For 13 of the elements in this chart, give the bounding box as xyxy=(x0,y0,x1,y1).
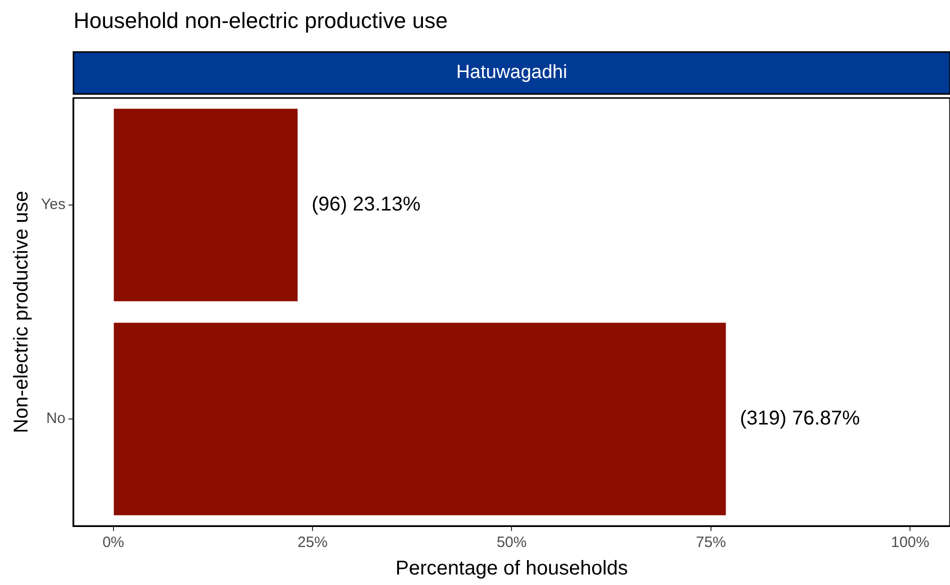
data-label: (96) 23.13% xyxy=(312,194,421,216)
data-label: (319) 76.87% xyxy=(740,408,860,430)
x-tick-label: 50% xyxy=(496,534,527,552)
chart-title: Household non-electric productive use xyxy=(73,8,448,34)
x-tick-label: 100% xyxy=(890,534,930,552)
x-tick-label: 0% xyxy=(102,534,124,552)
x-tick-label: 25% xyxy=(298,534,328,552)
x-axis-title: Percentage of households xyxy=(396,558,628,580)
y-tick-label: Yes xyxy=(40,196,66,214)
x-tick-label: 75% xyxy=(696,534,726,552)
chart-subtitle: Hatuwagadhi xyxy=(456,62,568,84)
y-tick-label: No xyxy=(46,410,66,428)
y-axis-title: Non-electric productive use xyxy=(10,190,33,434)
